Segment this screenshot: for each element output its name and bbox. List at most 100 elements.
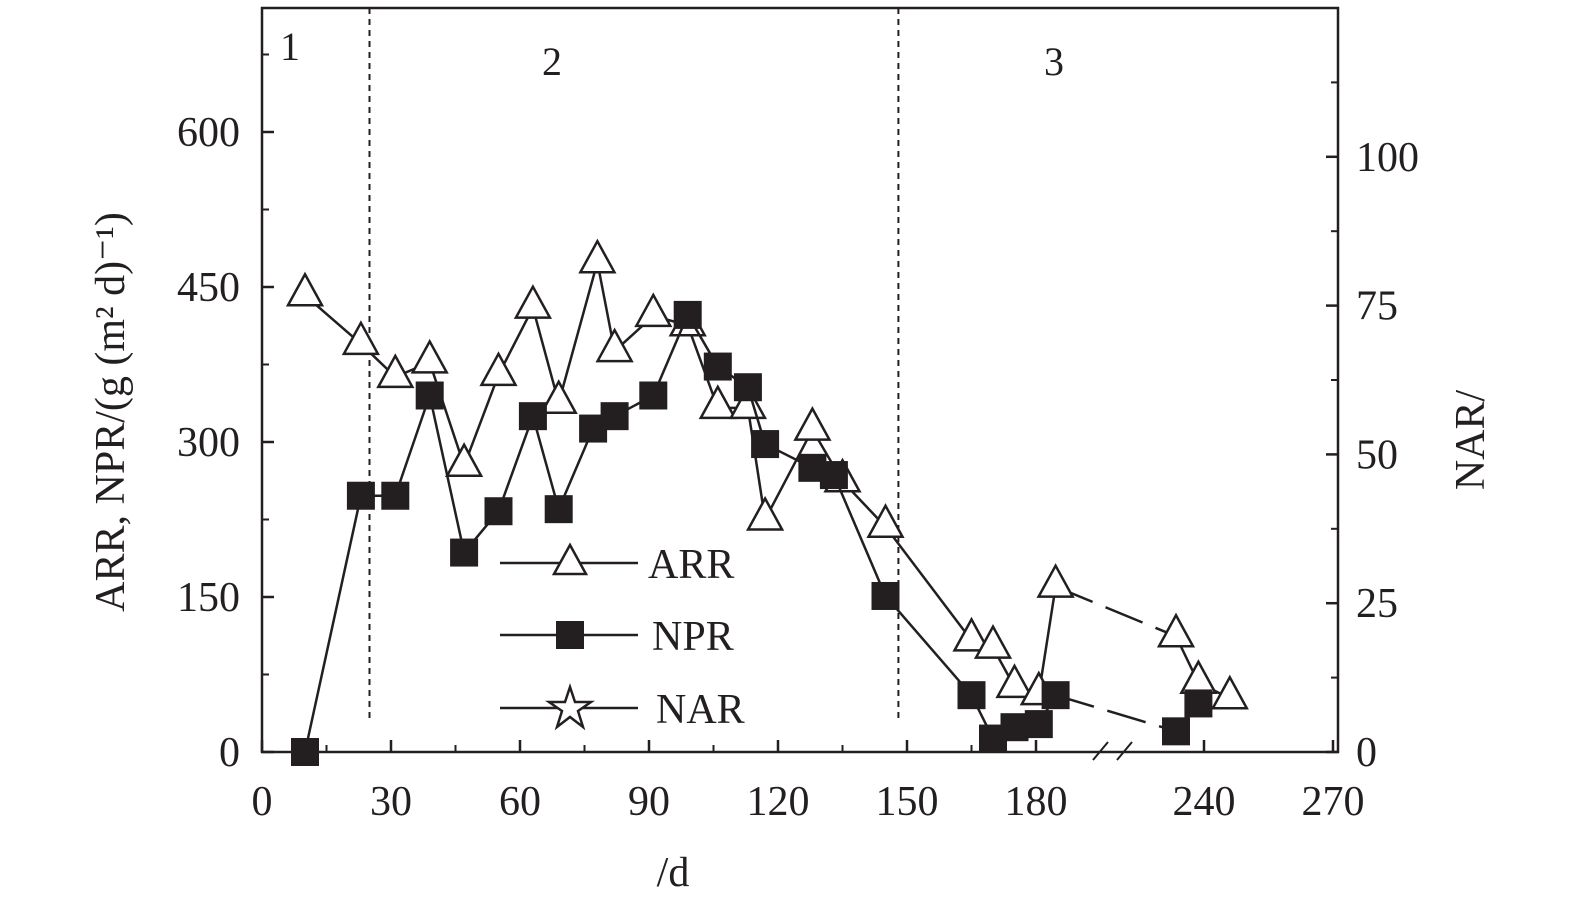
- series-arr-segment-4: [428, 362, 466, 467]
- series-npr-point-24: [1184, 689, 1213, 718]
- series-npr-point-10: [639, 381, 668, 410]
- phase-label-1: 1: [280, 24, 300, 69]
- y-axis-left-label: ARR, NPR/(g (m² d)⁻¹): [88, 212, 134, 612]
- axis-break-mark-1: [1092, 741, 1109, 761]
- series-npr-point-17: [871, 581, 900, 610]
- x-tick-label-7: 240: [1173, 779, 1236, 825]
- series-arr-point-24: [1179, 659, 1218, 695]
- legend-marker-arr: [551, 542, 589, 576]
- series-npr-point-2: [381, 481, 410, 510]
- x-tick-label-6: 180: [1005, 779, 1068, 825]
- series-npr-point-1: [346, 481, 375, 510]
- series-arr-point-0: [285, 271, 325, 307]
- series-arr-point-4: [444, 442, 484, 478]
- phase-labels: 1 2 3: [280, 24, 1064, 84]
- series-npr-segment-23: [1055, 693, 1177, 733]
- series-arr-point-20: [995, 663, 1034, 699]
- axis-break-mark-2: [1116, 741, 1133, 761]
- y-axis-right-label: NAR/: [1448, 390, 1494, 491]
- series-arr-point-19: [973, 624, 1013, 659]
- x-tick-label-4: 120: [747, 779, 810, 825]
- series-arr-segment-5: [462, 374, 500, 467]
- phase-divider-lines: [368, 8, 900, 722]
- series-arr-point-9: [595, 327, 634, 363]
- series-arr-point-25: [1210, 674, 1249, 710]
- series-npr-point-9: [600, 402, 629, 431]
- series-npr-segment-17: [832, 474, 887, 597]
- series-arr-segment-23: [1055, 585, 1177, 638]
- series-npr-segment-6: [497, 415, 535, 512]
- series-arr-point-7: [539, 379, 578, 414]
- x-axis-label: /d: [657, 850, 690, 896]
- legend-label-npr: NPR: [652, 614, 734, 660]
- y-left-tick-label-0: 0: [219, 730, 240, 776]
- series-npr-point-21: [1024, 710, 1053, 739]
- series-arr-segment-15: [763, 429, 814, 521]
- series-arr-point-2: [376, 353, 415, 389]
- legend: ARR NPR NAR: [500, 542, 745, 733]
- series-arr-point-22: [1036, 563, 1075, 598]
- series-npr-point-12: [703, 352, 732, 381]
- series-npr-point-7: [544, 495, 573, 524]
- y-left-tick-label-1: 150: [177, 575, 240, 621]
- series-arr-segment-8: [557, 261, 599, 404]
- series-npr-point-22: [1041, 681, 1070, 710]
- phase-label-2: 2: [542, 39, 562, 84]
- legend-label-nar: NAR: [656, 687, 745, 733]
- series-npr-point-13: [733, 373, 762, 402]
- series-npr-segment-4: [428, 395, 466, 553]
- series-npr-point-4: [450, 538, 479, 567]
- series-arr-point-17: [866, 503, 905, 538]
- legend-marker-nar: [544, 683, 596, 731]
- series-arr-point-1: [341, 320, 381, 356]
- y-right-tick-label-3: 75: [1356, 284, 1398, 330]
- series-npr-point-16: [819, 461, 848, 490]
- series-layer: [285, 238, 1249, 766]
- x-axis-ticks: 0 30 60 90 120 150 180 240 270: [252, 740, 1365, 825]
- series-npr-point-5: [484, 497, 513, 526]
- x-tick-label-8: 270: [1302, 779, 1365, 825]
- series-npr-segment-1: [303, 495, 363, 753]
- y-axis-right-ticks: 0 25 50 75 100: [1326, 81, 1419, 776]
- series-npr-segment-18: [884, 595, 973, 696]
- series-arr-point-8: [578, 238, 617, 274]
- y-right-tick-label-0: 0: [1356, 730, 1377, 776]
- series-arr-point-14: [745, 495, 785, 531]
- x-tick-label-1: 30: [370, 779, 412, 825]
- series-arr-segment-7: [531, 307, 560, 404]
- series-npr-point-0: [291, 738, 319, 766]
- series-arr-point-12: [698, 384, 737, 420]
- y-left-tick-label-2: 300: [177, 420, 240, 466]
- series-arr-segment-18: [884, 525, 973, 642]
- legend-label-arr: ARR: [648, 542, 734, 588]
- series-arr-point-15: [793, 406, 832, 441]
- legend-marker-npr: [556, 621, 584, 649]
- series-arr-point-10: [634, 292, 673, 328]
- series-arr-segment-14: [746, 407, 767, 520]
- series-arr-point-5: [479, 351, 518, 387]
- y-left-tick-label-3: 450: [177, 265, 240, 311]
- series-arr-point-18: [952, 616, 991, 652]
- x-tick-label-3: 90: [628, 779, 670, 825]
- series-npr-point-6: [518, 402, 547, 431]
- x-tick-label-0: 0: [252, 779, 273, 825]
- series-npr-point-3: [415, 381, 444, 410]
- series-arr-point-23: [1156, 612, 1196, 648]
- series-arr-point-3: [410, 338, 449, 374]
- series-npr-point-11: [673, 300, 702, 329]
- phase-label-3: 3: [1044, 39, 1064, 84]
- y-right-tick-label-1: 25: [1356, 581, 1398, 627]
- series-npr-point-20: [1000, 713, 1029, 742]
- series-npr-point-23: [1162, 717, 1190, 746]
- y-axis-left-ticks: 0 150 300 450 600: [177, 53, 274, 776]
- series-npr-point-14: [751, 430, 780, 459]
- y-right-tick-label-2: 50: [1356, 432, 1398, 478]
- series-arr-point-13: [728, 384, 768, 420]
- series-npr-segment-7: [531, 415, 560, 510]
- series-npr-segment-3: [394, 395, 431, 497]
- y-left-tick-label-4: 600: [177, 110, 240, 156]
- x-tick-label-5: 150: [876, 779, 939, 825]
- x-tick-label-2: 60: [499, 779, 541, 825]
- series-arr-point-6: [513, 284, 553, 319]
